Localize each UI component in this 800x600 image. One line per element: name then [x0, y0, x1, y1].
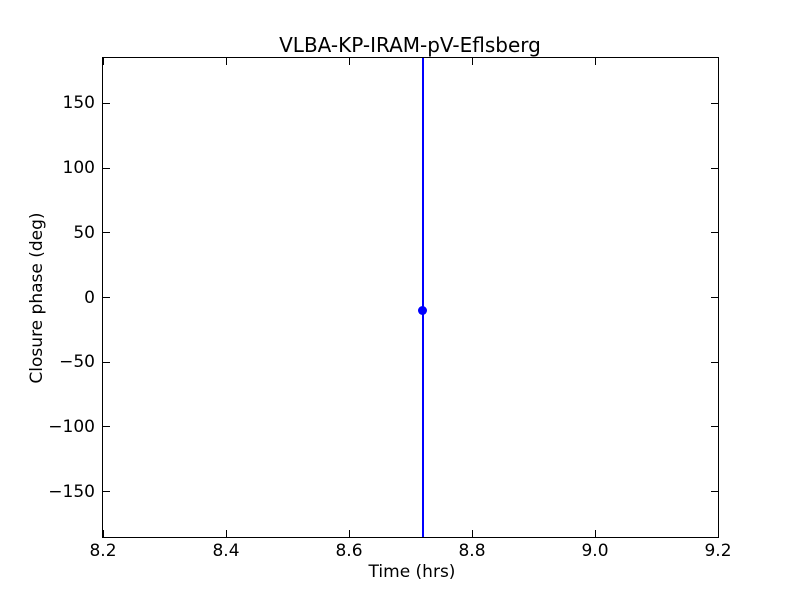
- y-tick-label: 150: [62, 93, 95, 114]
- error-bar: [421, 58, 424, 537]
- x-tick-bottom: [471, 530, 473, 537]
- x-tick-bottom: [717, 530, 719, 537]
- x-axis-label: Time (hrs): [368, 562, 456, 582]
- plot-area: 8.2 8.4 8.6 8.8 9.0 9.2 150 100 50 0 −50 −100 −150: [48, 57, 732, 561]
- x-tick-top: [594, 58, 596, 65]
- y-tick-right: [711, 102, 718, 104]
- x-tick-bottom: [594, 530, 596, 537]
- y-tick-left: [103, 491, 110, 493]
- x-tick-top: [471, 58, 473, 65]
- y-tick-left: [103, 232, 110, 234]
- x-tick-top: [102, 58, 104, 65]
- x-tick-top: [348, 58, 350, 65]
- x-tick-label: 8.4: [212, 541, 240, 561]
- x-tick-label: 8.8: [458, 541, 486, 561]
- y-tick-label: 100: [62, 158, 95, 179]
- y-tick-left: [103, 361, 110, 363]
- x-tick-label: 8.6: [335, 541, 363, 561]
- chart-title: VLBA-KP-IRAM-pV-Eflsberg: [279, 33, 541, 57]
- x-tick-label: 9.0: [581, 541, 609, 561]
- x-tick-bottom: [102, 530, 104, 537]
- y-tick-label: −150: [48, 481, 95, 502]
- y-tick-left: [103, 426, 110, 428]
- y-tick-right: [711, 361, 718, 363]
- x-tick-top: [717, 58, 719, 65]
- y-tick-left: [103, 102, 110, 104]
- data-point-marker: [418, 305, 428, 315]
- y-tick-left: [103, 297, 110, 298]
- y-tick-right: [711, 491, 718, 493]
- x-tick-bottom: [225, 530, 227, 537]
- y-tick-right: [711, 426, 718, 428]
- x-tick-label: 8.2: [89, 541, 117, 561]
- x-tick-bottom: [348, 530, 350, 537]
- y-tick-right: [711, 297, 718, 298]
- y-tick-label: −50: [59, 352, 95, 373]
- y-tick-label: 50: [73, 222, 95, 243]
- y-tick-right: [711, 232, 718, 234]
- y-tick-label: 0: [84, 287, 95, 308]
- x-tick-label: 9.2: [704, 541, 732, 561]
- x-tick-top: [225, 58, 227, 65]
- y-tick-right: [711, 167, 718, 169]
- y-tick-label: −100: [48, 416, 95, 437]
- y-tick-left: [103, 167, 110, 169]
